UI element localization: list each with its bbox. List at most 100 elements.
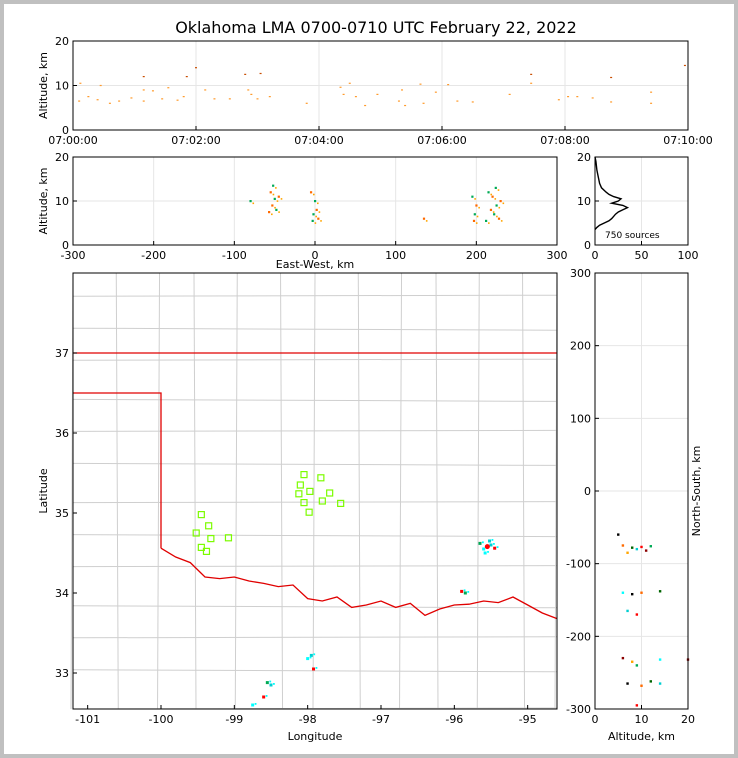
y-tick-label: -100 <box>566 558 591 571</box>
source-point <box>404 104 407 107</box>
source-point <box>422 102 425 104</box>
county-line <box>72 358 558 361</box>
source-point <box>492 211 495 213</box>
x-tick-label: -101 <box>75 713 100 726</box>
lma-station <box>295 490 303 498</box>
source-point <box>530 82 533 84</box>
lma-station <box>326 489 334 497</box>
source-point <box>272 184 275 187</box>
source-point <box>491 195 494 198</box>
y-tick-label: 0 <box>62 239 69 252</box>
source-point <box>185 76 188 78</box>
source-point <box>142 89 145 91</box>
source-point <box>483 551 487 555</box>
source-point <box>79 82 82 84</box>
x-tick-label: 07:10:00 <box>663 134 712 147</box>
source-point <box>434 91 437 93</box>
source-point <box>269 191 272 194</box>
x-tick-label: -99 <box>225 713 243 726</box>
source-point <box>251 703 255 707</box>
county-line <box>72 605 558 609</box>
y-tick-label: 34 <box>55 587 69 600</box>
source-point <box>401 89 404 91</box>
source-point <box>497 217 501 220</box>
figure-frame: Oklahoma LMA 0700-0710 UTC February 22, … <box>4 4 734 754</box>
source-point <box>500 220 503 222</box>
county-line <box>157 272 161 710</box>
source-point <box>265 695 268 697</box>
source-point <box>644 549 648 552</box>
y-tick-label: -300 <box>566 703 591 716</box>
source-point <box>99 84 102 87</box>
source-point <box>617 533 620 536</box>
source-point <box>259 72 262 75</box>
source-point <box>274 206 276 209</box>
source-point <box>491 539 494 541</box>
source-point <box>249 200 252 203</box>
source-point <box>475 204 478 207</box>
x-tick-label: 10 <box>635 713 649 726</box>
source-point <box>311 219 314 222</box>
source-point <box>493 213 496 216</box>
county-line <box>72 501 558 504</box>
source-point <box>650 91 653 93</box>
county-line <box>435 272 439 710</box>
source-point <box>269 683 273 687</box>
source-point <box>167 87 170 89</box>
lma-station <box>300 499 308 507</box>
source-point <box>247 89 250 91</box>
county-line <box>72 398 558 402</box>
source-point <box>649 680 652 683</box>
lma-station <box>192 529 200 537</box>
source-point <box>195 67 197 69</box>
source-point <box>621 656 625 660</box>
source-point <box>271 204 274 207</box>
source-point <box>530 73 533 75</box>
source-point <box>96 99 99 101</box>
source-point <box>463 591 467 595</box>
x-tick-label: 07:00:00 <box>48 134 97 147</box>
source-point <box>272 193 275 196</box>
source-point <box>309 656 312 659</box>
county-line <box>72 429 558 432</box>
source-point <box>485 219 488 222</box>
x-tick-label: 0 <box>312 249 319 262</box>
y-tick-label: -200 <box>566 630 591 643</box>
x-tick-label: -96 <box>445 713 463 726</box>
x-tick-label: 07:04:00 <box>294 134 343 147</box>
source-point <box>348 82 351 84</box>
source-point <box>487 551 489 553</box>
county-line <box>72 636 558 639</box>
source-point <box>635 664 639 667</box>
x-tick-label: 200 <box>466 249 487 262</box>
source-point <box>422 217 426 220</box>
y-tick-label: 10 <box>55 195 69 208</box>
lma-station <box>224 534 233 542</box>
county-line <box>312 272 316 710</box>
source-point <box>621 544 625 547</box>
source-point <box>280 198 283 200</box>
source-point <box>339 86 342 88</box>
lma-station <box>300 471 308 479</box>
y-axis-label: Latitude <box>37 468 50 514</box>
source-point <box>683 64 686 67</box>
source-point <box>447 84 450 86</box>
lma-station <box>296 481 304 489</box>
source-point <box>364 104 367 107</box>
source-point <box>658 682 662 685</box>
source-point <box>489 208 493 211</box>
source-point <box>275 208 278 211</box>
y-tick-label: 0 <box>584 485 591 498</box>
source-point <box>151 90 154 92</box>
source-point <box>317 217 320 220</box>
source-point <box>476 215 479 218</box>
x-tick-label: 0 <box>592 249 599 262</box>
x-tick-label: 07:06:00 <box>417 134 466 147</box>
source-point <box>475 222 478 224</box>
source-point <box>496 215 498 218</box>
x-axis-label: Altitude, km <box>608 730 675 743</box>
source-point <box>649 545 652 548</box>
source-point <box>320 220 322 222</box>
source-point <box>419 83 422 85</box>
source-point <box>265 681 269 685</box>
